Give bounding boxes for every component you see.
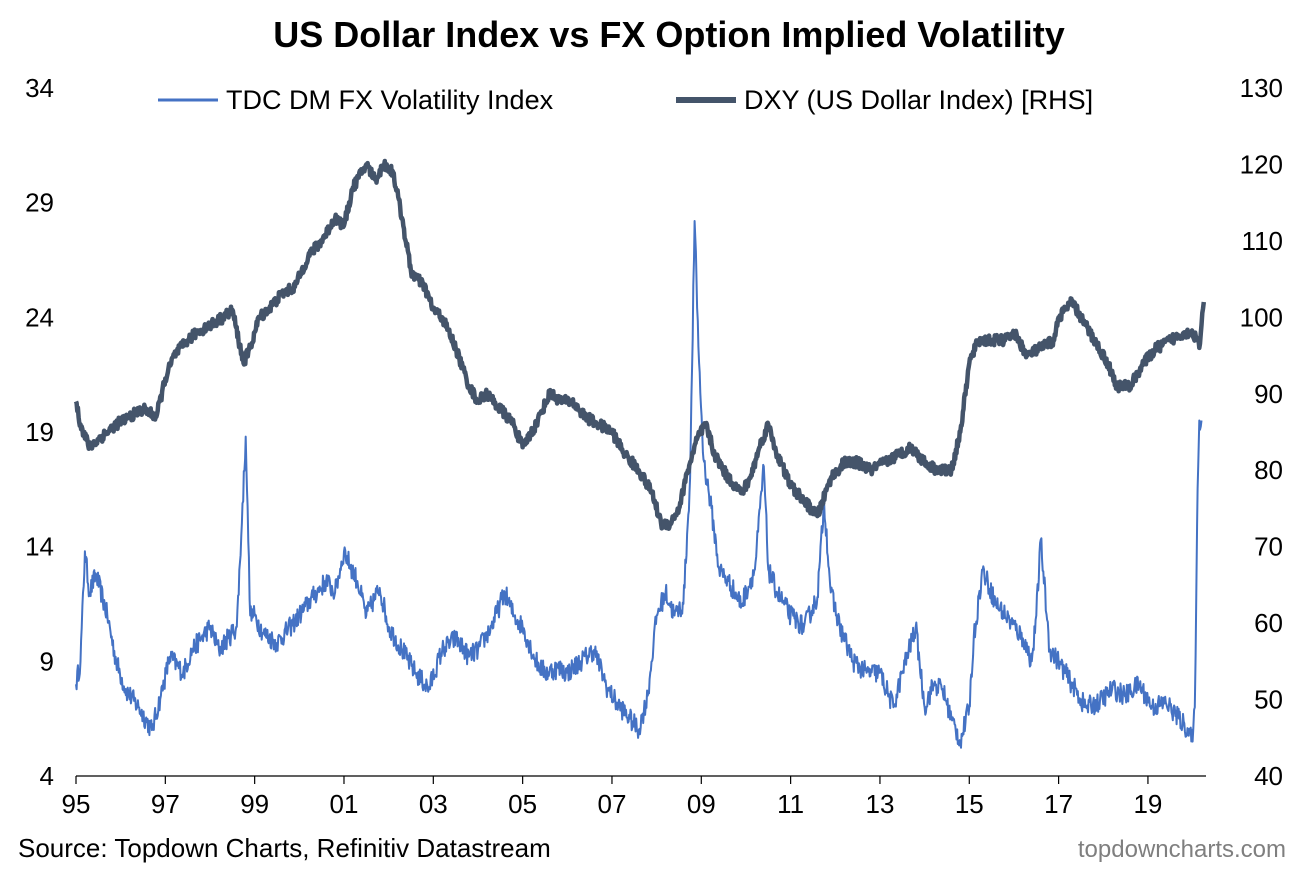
series-line-volatility — [75, 220, 1203, 749]
x-tick-label: 07 — [598, 789, 627, 819]
right-axis-ticks: 40 50 60 70 80 90 100 110 120 130 — [1240, 73, 1283, 791]
right-tick-label: 110 — [1242, 226, 1283, 256]
left-tick-label: 19 — [25, 417, 54, 447]
left-tick-label: 14 — [25, 532, 54, 562]
x-tick-label: 15 — [955, 789, 984, 819]
x-tick-label: 97 — [151, 789, 180, 819]
series-line-dxy — [73, 158, 1207, 531]
source-note: Source: Topdown Charts, Refinitiv Datast… — [18, 833, 551, 863]
x-axis: 95 97 99 01 03 05 07 09 11 13 15 17 19 — [62, 775, 1206, 819]
series-layer — [73, 158, 1207, 749]
left-tick-label: 24 — [25, 302, 54, 332]
x-tick-label: 01 — [330, 789, 359, 819]
x-tick-label: 13 — [865, 789, 894, 819]
right-tick-label: 100 — [1240, 302, 1283, 332]
right-tick-label: 40 — [1254, 761, 1283, 791]
left-tick-label: 9 — [40, 646, 54, 676]
x-tick-label: 09 — [687, 789, 716, 819]
watermark: topdowncharts.com — [1078, 836, 1286, 863]
left-tick-label: 29 — [25, 188, 54, 218]
right-tick-label: 130 — [1240, 73, 1283, 103]
left-tick-label: 34 — [25, 73, 54, 103]
legend: TDC DM FX Volatility Index DXY (US Dolla… — [158, 85, 1093, 115]
right-tick-label: 80 — [1254, 455, 1283, 485]
right-tick-label: 60 — [1254, 608, 1283, 638]
chart-title: US Dollar Index vs FX Option Implied Vol… — [273, 14, 1064, 55]
legend-label-volatility: TDC DM FX Volatility Index — [226, 85, 554, 115]
legend-label-dxy: DXY (US Dollar Index) [RHS] — [744, 85, 1093, 115]
x-tick-label: 99 — [240, 789, 269, 819]
right-tick-label: 90 — [1254, 379, 1283, 409]
x-tick-label: 05 — [508, 789, 537, 819]
x-tick-label: 03 — [419, 789, 448, 819]
right-tick-label: 120 — [1240, 149, 1283, 179]
left-tick-label: 4 — [40, 761, 54, 791]
x-tick-label: 19 — [1133, 789, 1162, 819]
right-tick-label: 70 — [1254, 532, 1283, 562]
left-axis-ticks: 4 9 14 19 24 29 34 — [25, 73, 54, 791]
x-tick-label: 17 — [1044, 789, 1073, 819]
right-tick-label: 50 — [1254, 685, 1283, 715]
x-tick-label: 95 — [62, 789, 91, 819]
x-tick-label: 11 — [777, 789, 804, 819]
